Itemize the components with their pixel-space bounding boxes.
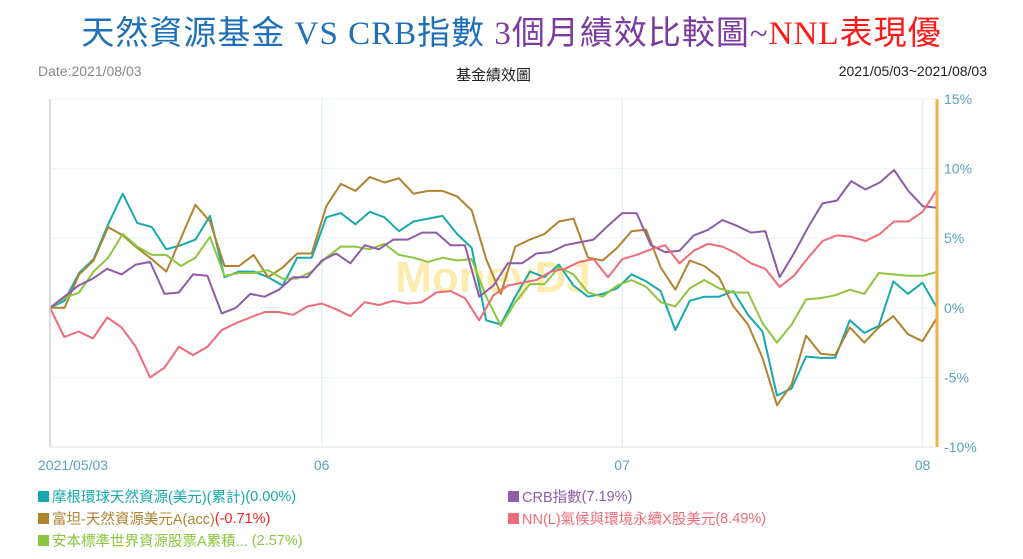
chart-title: 基金績效圖: [456, 67, 532, 84]
legend-swatch: [38, 491, 49, 502]
legend-item-nn[interactable]: NN(L)氣候與環境永續X股美元 (8.49%): [508, 508, 766, 529]
page-title: 天然資源基金 VS CRB指數 3個月績效比較圖~NNL表現優: [0, 6, 1023, 54]
legend-label: CRB指數: [522, 490, 582, 506]
legend-return: (8.49%): [715, 510, 767, 527]
legend-item-templeton[interactable]: 富坦-天然資源美元A(acc) (-0.71%): [38, 508, 270, 529]
date-label: Date:2021/08/03: [38, 63, 142, 79]
legend-swatch: [38, 513, 49, 524]
title-part-1: 天然資源基金 VS CRB指數: [81, 16, 486, 52]
legend-swatch: [38, 535, 49, 546]
series-lines: [49, 169, 938, 407]
series-line-0: [49, 192, 938, 397]
y-tick-label: -10%: [944, 439, 977, 455]
y-tick-label: 10%: [944, 161, 972, 177]
y-tick-label: 15%: [944, 91, 972, 107]
y-tick-label: -5%: [944, 369, 969, 385]
series-line-1: [50, 176, 938, 407]
title-part-3: NNL表現優: [768, 16, 942, 52]
legend-item-jpm[interactable]: 摩根環球天然資源(美元)(累計) (0.00%): [38, 486, 296, 507]
x-tick-label: 07: [614, 457, 630, 473]
legend-label: 安本標準世界資源股票A累積...: [52, 534, 248, 550]
date-range: 2021/05/03~2021/08/03: [838, 63, 987, 79]
y-tick-label: 0%: [944, 300, 964, 316]
legend-return: (7.19%): [581, 488, 633, 505]
series-line-2: [49, 233, 938, 344]
x-tick-label: 06: [314, 457, 330, 473]
legend-item-aberdeen[interactable]: 安本標準世界資源股票A累積... (2.57%): [38, 530, 303, 551]
legend-swatch: [508, 491, 519, 502]
title-part-2: 3個月績效比較圖~: [485, 16, 769, 52]
legend-label: NN(L)氣候與環境永續X股美元: [522, 512, 716, 528]
legend-swatch: [508, 513, 519, 524]
legend-label: 富坦-天然資源美元A(acc): [52, 512, 215, 528]
series-line-3: [49, 169, 938, 315]
y-tick-label: 5%: [944, 230, 964, 246]
legend-return: (-0.71%): [214, 510, 271, 527]
legend-item-crb[interactable]: CRB指數 (7.19%): [508, 486, 632, 507]
legend-return: (0.00%): [245, 488, 297, 505]
legend-label: 摩根環球天然資源(美元)(累計): [52, 490, 246, 506]
legend-return: (2.57%): [247, 532, 303, 549]
x-tick-label: 08: [915, 457, 931, 473]
series-line-4: [49, 189, 938, 379]
axes: 15% 10% 5% 0% -5% -10% 2021/05/03 06 07 08: [38, 91, 977, 473]
x-tick-label: 2021/05/03: [38, 457, 108, 473]
grid-lines: [50, 98, 937, 448]
